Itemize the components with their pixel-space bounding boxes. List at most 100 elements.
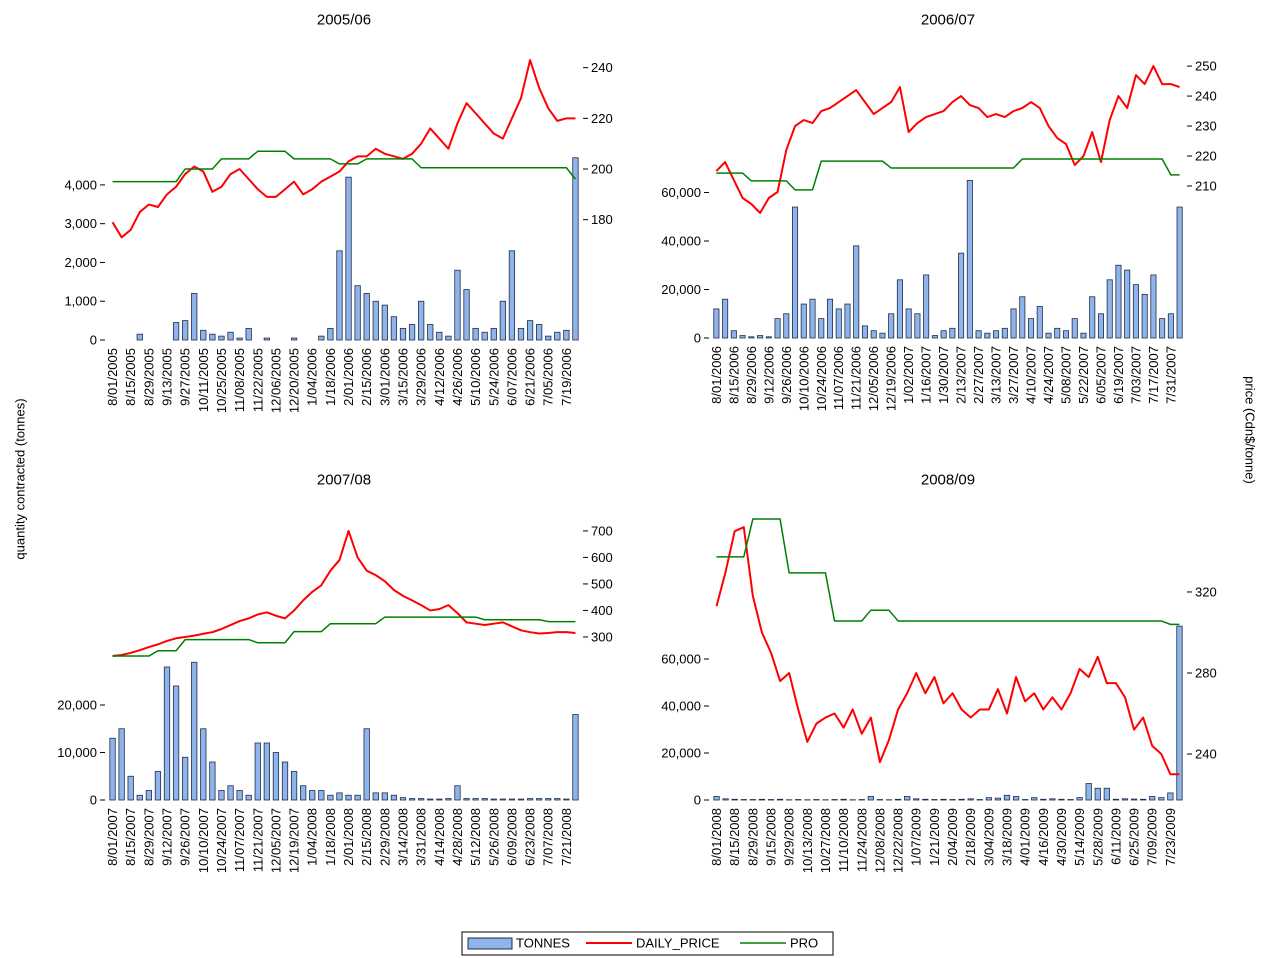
bar bbox=[218, 790, 225, 801]
x-tick-label: 2/29/2008 bbox=[377, 808, 392, 866]
legend-label: DAILY_PRICE bbox=[636, 936, 720, 951]
bar bbox=[1132, 284, 1139, 339]
y-tick-label: 20,000 bbox=[57, 698, 97, 713]
x-tick-label: 9/27/2005 bbox=[178, 348, 193, 406]
x-tick-label: 10/11/2005 bbox=[196, 348, 211, 412]
bar bbox=[1031, 797, 1038, 801]
x-tick-label: 7/07/2008 bbox=[541, 808, 556, 866]
x-tick-label: 10/27/2008 bbox=[818, 808, 833, 873]
bar bbox=[1045, 332, 1052, 339]
bar bbox=[191, 293, 198, 341]
x-tick-label: 8/01/2008 bbox=[709, 808, 724, 866]
bar bbox=[931, 335, 938, 339]
x-tick-label: 8/29/2005 bbox=[141, 348, 156, 406]
bar bbox=[172, 322, 180, 341]
bar bbox=[757, 335, 764, 339]
bar bbox=[993, 330, 1000, 339]
bar bbox=[1176, 206, 1183, 339]
bar bbox=[572, 157, 579, 341]
bar bbox=[792, 206, 799, 339]
x-tick-label: 2/18/2009 bbox=[963, 808, 978, 866]
x-tick-label: 4/24/2007 bbox=[1041, 346, 1056, 404]
bar bbox=[730, 330, 737, 339]
x-tick-label: 12/08/2008 bbox=[872, 808, 887, 873]
bar bbox=[336, 250, 343, 341]
bar bbox=[454, 269, 461, 341]
bar bbox=[236, 337, 243, 341]
x-tick-label: 4/01/2009 bbox=[1018, 808, 1033, 866]
y2-tick-label: 400 bbox=[591, 603, 613, 618]
x-tick-label: 7/19/2006 bbox=[559, 348, 574, 406]
bar bbox=[517, 798, 525, 801]
bar bbox=[949, 327, 956, 339]
bar bbox=[363, 728, 370, 801]
x-tick-label: 8/29/2006 bbox=[744, 346, 759, 404]
bar bbox=[172, 685, 180, 801]
x-tick-label: 6/05/2007 bbox=[1093, 346, 1108, 404]
bar bbox=[809, 298, 816, 339]
x-tick-label: 6/09/2008 bbox=[504, 808, 519, 866]
bar bbox=[922, 798, 929, 801]
bar bbox=[345, 176, 352, 341]
bar bbox=[472, 327, 479, 341]
bar bbox=[904, 796, 911, 801]
x-tick-label: 7/31/2007 bbox=[1163, 346, 1178, 404]
x-tick-label: 6/25/2009 bbox=[1127, 808, 1142, 866]
panel-title: 2008/09 bbox=[921, 472, 975, 489]
bar bbox=[463, 798, 470, 801]
y2-tick-label: 180 bbox=[591, 212, 613, 227]
bar bbox=[390, 794, 398, 801]
bar bbox=[508, 250, 516, 341]
price-line bbox=[112, 150, 577, 183]
bar bbox=[1062, 330, 1070, 339]
x-tick-label: 3/31/2008 bbox=[414, 808, 429, 866]
x-tick-label: 8/01/2006 bbox=[709, 346, 724, 404]
y-tick-label: 1,000 bbox=[64, 294, 97, 309]
x-tick-label: 1/18/2006 bbox=[323, 348, 338, 406]
bar bbox=[263, 742, 270, 801]
x-tick-label: 2/15/2008 bbox=[359, 808, 374, 866]
bar bbox=[1058, 798, 1065, 801]
bar bbox=[914, 313, 921, 339]
bar bbox=[818, 318, 825, 339]
x-tick-label: 6/21/2006 bbox=[523, 348, 538, 406]
bar bbox=[526, 320, 534, 341]
bar bbox=[896, 279, 903, 339]
x-tick-label: 5/14/2009 bbox=[1072, 808, 1087, 866]
panel-title: 2005/06 bbox=[317, 12, 371, 29]
x-tick-label: 6/07/2006 bbox=[504, 348, 519, 406]
x-tick-label: 12/20/2005 bbox=[287, 348, 302, 413]
bar bbox=[1054, 327, 1061, 339]
bar bbox=[327, 327, 334, 341]
bar bbox=[436, 798, 443, 801]
bar bbox=[363, 293, 370, 341]
bar bbox=[145, 790, 152, 801]
bar bbox=[1094, 787, 1101, 801]
x-tick-label: 1/16/2007 bbox=[919, 346, 934, 404]
bar bbox=[399, 797, 407, 801]
x-tick-label: 1/02/2007 bbox=[901, 346, 916, 404]
x-tick-label: 11/08/2005 bbox=[232, 348, 247, 412]
bar bbox=[109, 737, 116, 801]
bar bbox=[318, 335, 325, 341]
x-tick-label: 5/12/2008 bbox=[468, 808, 483, 866]
bar bbox=[940, 798, 947, 801]
x-tick-label: 5/26/2008 bbox=[486, 808, 501, 866]
price-line bbox=[112, 616, 576, 657]
bar bbox=[1150, 274, 1157, 339]
bar bbox=[290, 771, 298, 801]
y2-tick-label: 600 bbox=[591, 550, 613, 565]
y2-tick-label: 280 bbox=[1195, 665, 1217, 680]
bar bbox=[427, 798, 434, 801]
bar bbox=[1121, 798, 1129, 801]
y-tick-label: 10,000 bbox=[57, 745, 97, 760]
x-tick-label: 10/10/2006 bbox=[796, 346, 811, 411]
x-tick-label: 9/29/2008 bbox=[782, 808, 797, 866]
x-tick-label: 3/29/2006 bbox=[414, 348, 429, 406]
panel-title: 2007/08 bbox=[317, 472, 371, 489]
bar bbox=[1149, 796, 1156, 801]
bar bbox=[427, 324, 434, 341]
bar bbox=[722, 298, 729, 339]
panel: 2007/08 0 10,000 20,000 300 400 500 600 700 8/01/… bbox=[57, 472, 612, 874]
bar bbox=[236, 790, 243, 801]
